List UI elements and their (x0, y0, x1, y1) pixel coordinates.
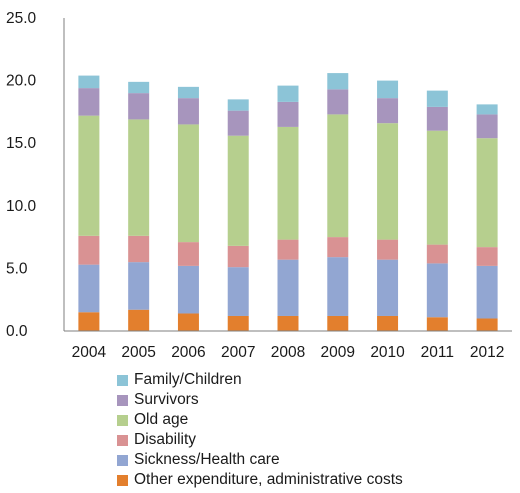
bar-segment (277, 239, 299, 260)
legend-item: Survivors (117, 390, 403, 410)
bar-segment (177, 86, 199, 99)
bar-segment (277, 315, 299, 331)
x-tick-label: 2007 (221, 344, 255, 361)
y-tick-label: 15.0 (6, 135, 37, 152)
bar-segment (277, 101, 299, 127)
bar-segment (277, 126, 299, 240)
bar-segment (277, 259, 299, 316)
legend-label: Other expenditure, administrative costs (134, 471, 403, 488)
bar-segment (377, 80, 399, 99)
bar-segment (277, 85, 299, 102)
legend-label: Survivors (134, 391, 199, 408)
bar-segment (128, 81, 150, 94)
bar-segment (426, 106, 448, 131)
x-tick-label: 2012 (470, 344, 504, 361)
y-tick-label: 20.0 (6, 73, 37, 90)
x-axis: 2004 2005 2006 2007 2008 2009 2010 2011 2012 (64, 330, 512, 361)
x-tick-label: 2011 (421, 344, 454, 361)
legend-item: Family/Children (117, 370, 403, 390)
bar-segment (327, 257, 349, 316)
y-tick-label: 5.0 (6, 260, 28, 277)
bar-segment (78, 88, 100, 116)
bar-segment (128, 93, 150, 120)
bars (78, 73, 498, 331)
x-tick-label: 2008 (271, 344, 305, 361)
bar-segment (476, 265, 498, 319)
bar-segment (78, 312, 100, 331)
bar-segment (78, 264, 100, 313)
bar-segment (377, 98, 399, 124)
bar-segment (78, 235, 100, 265)
legend-item: Sickness/Health care (117, 450, 403, 470)
legend-swatch (117, 374, 128, 386)
legend-label: Sickness/Health care (134, 451, 280, 468)
stacked-bar-chart: 0.05.010.015.020.025.0 2004 2005 2006 2007 2… (6, 10, 512, 361)
bar-segment (78, 115, 100, 236)
bar-segment (377, 259, 399, 316)
bar-segment (377, 239, 399, 260)
bar-segment (327, 73, 349, 90)
legend-swatch (117, 394, 128, 406)
legend-item: Other expenditure, administrative costs (117, 470, 403, 490)
bar-segment (476, 247, 498, 266)
bar-segment (128, 262, 150, 310)
x-tick-label: 2009 (321, 344, 355, 361)
bar-segment (177, 124, 199, 243)
legend-label: Old age (134, 411, 189, 428)
legend-swatch (117, 434, 128, 446)
y-tick-label: 25.0 (6, 10, 37, 27)
bar-segment (426, 317, 448, 331)
bar-segment (227, 110, 249, 136)
bar-segment (227, 135, 249, 246)
bar-segment (327, 114, 349, 238)
bar-segment (476, 114, 498, 139)
y-axis: 0.0 5.0 10.0 15.0 20.0 25.0 (6, 10, 65, 340)
bar-segment (177, 98, 199, 125)
bar-segment (476, 104, 498, 115)
legend-swatch (117, 414, 128, 426)
bar-segment (426, 244, 448, 264)
bar-segment (327, 237, 349, 258)
x-tick-label: 2010 (370, 344, 405, 361)
legend-item: Disability (117, 430, 403, 450)
x-tick-label: 2005 (121, 344, 155, 361)
bar-segment (177, 313, 199, 331)
y-tick-label: 0.0 (6, 323, 28, 340)
bar-segment (426, 90, 448, 107)
x-tick-label: 2004 (72, 344, 107, 361)
bar-segment (426, 263, 448, 318)
x-tick-label: 2006 (171, 344, 205, 361)
bar-segment (476, 318, 498, 331)
bar-segment (426, 130, 448, 245)
legend: Family/Children Survivors Old age Disabilit… (117, 370, 403, 490)
bar-segment (227, 315, 249, 331)
bar-segment (177, 265, 199, 314)
legend-swatch (117, 454, 128, 466)
y-tick-label: 10.0 (6, 198, 37, 215)
legend-label: Family/Children (134, 371, 242, 388)
legend-swatch (117, 474, 128, 486)
bar-segment (78, 75, 100, 89)
bar-segment (227, 245, 249, 268)
legend-item: Old age (117, 410, 403, 430)
bar-segment (227, 99, 249, 111)
bar-segment (128, 119, 150, 236)
bar-segment (476, 138, 498, 248)
bar-segment (177, 242, 199, 266)
bar-segment (377, 315, 399, 331)
bar-segment (128, 309, 150, 331)
bar-segment (327, 89, 349, 115)
bar-segment (377, 123, 399, 240)
bar-segment (327, 315, 349, 331)
legend-label: Disability (134, 431, 197, 448)
bar-segment (128, 235, 150, 263)
bar-segment (227, 267, 249, 316)
